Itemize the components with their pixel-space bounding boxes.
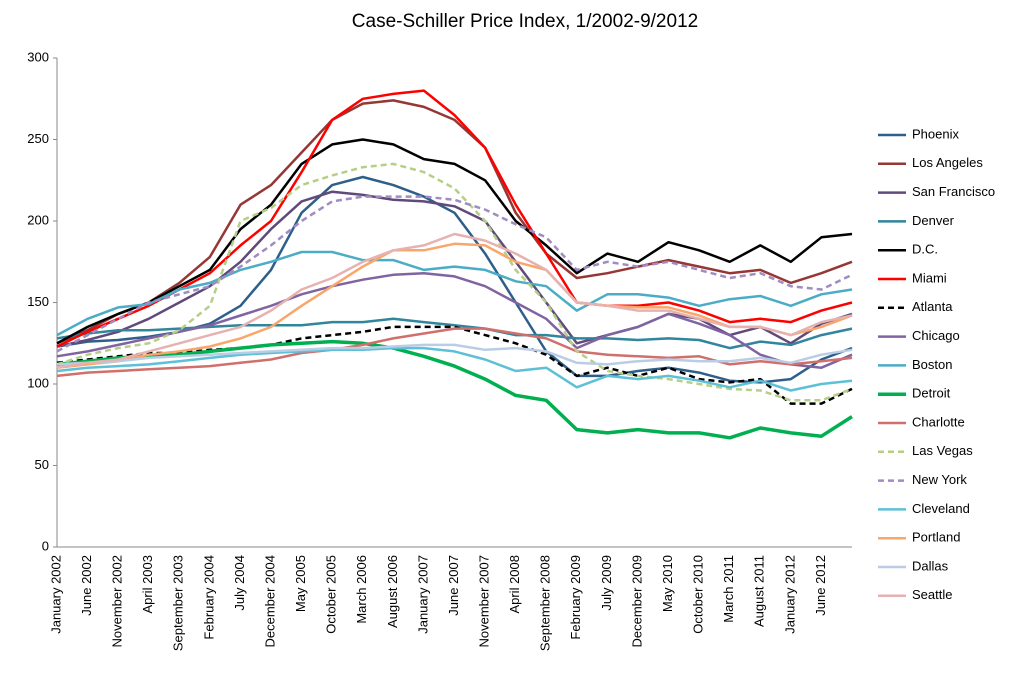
y-tick-label: 150 (27, 294, 49, 309)
series-line (56, 190, 853, 348)
x-tick-label: May 2010 (660, 555, 675, 612)
y-tick-label: 100 (27, 375, 49, 390)
x-tick-label: September 2003 (171, 555, 186, 651)
legend-label: Atlanta (912, 299, 953, 314)
series-line (56, 232, 853, 369)
legend-label: New York (912, 472, 967, 487)
x-tick-label: August 2006 (385, 555, 400, 628)
x-tick-label: March 2006 (354, 555, 369, 624)
x-tick-label: November 2002 (110, 555, 125, 648)
legend-label: Cleveland (912, 501, 970, 516)
x-tick-label: May 2005 (293, 555, 308, 612)
y-tick-label: 300 (27, 49, 49, 64)
legend-label: Chicago (912, 328, 960, 343)
x-tick-label: December 2009 (629, 555, 644, 648)
legend-label: Phoenix (912, 126, 959, 141)
series-line (56, 242, 853, 369)
x-tick-label: January 2002 (48, 555, 63, 634)
series-line (56, 138, 853, 345)
series-line (56, 271, 853, 369)
series-line (56, 250, 853, 337)
legend-label: Los Angeles (912, 155, 983, 170)
y-tick-label: 250 (27, 131, 49, 146)
series-line (56, 99, 853, 345)
legend-label: Boston (912, 357, 952, 372)
legend-label: Detroit (912, 386, 951, 401)
x-tick-label: November 2007 (477, 555, 492, 648)
x-tick-label: January 2012 (782, 555, 797, 634)
series-line (56, 317, 853, 350)
chart-title: Case-Schiller Price Index, 1/2002-9/2012 (352, 11, 698, 32)
legend-label: Charlotte (912, 414, 965, 429)
x-tick-label: October 2010 (691, 555, 706, 634)
y-tick-label: 200 (27, 212, 49, 227)
x-tick-label: July 2009 (599, 555, 614, 611)
x-tick-label: March 2011 (721, 555, 736, 623)
x-tick-label: February 2009 (568, 555, 583, 640)
series-line (56, 346, 853, 392)
x-tick-label: June 2007 (446, 555, 461, 616)
x-tick-label: December 2004 (262, 555, 277, 648)
x-tick-label: October 2005 (324, 555, 339, 634)
series-line (56, 343, 853, 366)
legend-label: Denver (912, 213, 955, 228)
x-tick-label: April 2003 (140, 555, 155, 614)
x-tick-label: April 2008 (507, 555, 522, 614)
legend-label: Las Vegas (912, 443, 973, 458)
series-line (56, 162, 853, 402)
x-tick-label: June 2012 (813, 555, 828, 616)
legend-label: Miami (912, 270, 947, 285)
legend-label: Seattle (912, 587, 952, 602)
legend-label: D.C. (912, 242, 938, 257)
x-tick-label: January 2007 (415, 555, 430, 634)
legend-label: Dallas (912, 558, 949, 573)
legend-label: San Francisco (912, 184, 995, 199)
x-tick-label: July 2004 (232, 555, 247, 611)
x-tick-label: August 2011 (752, 555, 767, 627)
x-tick-label: June 2002 (79, 555, 94, 616)
series-line (56, 89, 853, 348)
y-tick-label: 50 (35, 457, 49, 472)
x-tick-label: September 2008 (538, 555, 553, 651)
legend-label: Portland (912, 530, 960, 545)
x-tick-label: February 2004 (201, 555, 216, 640)
y-tick-label: 0 (42, 538, 49, 553)
series-line (56, 339, 853, 440)
